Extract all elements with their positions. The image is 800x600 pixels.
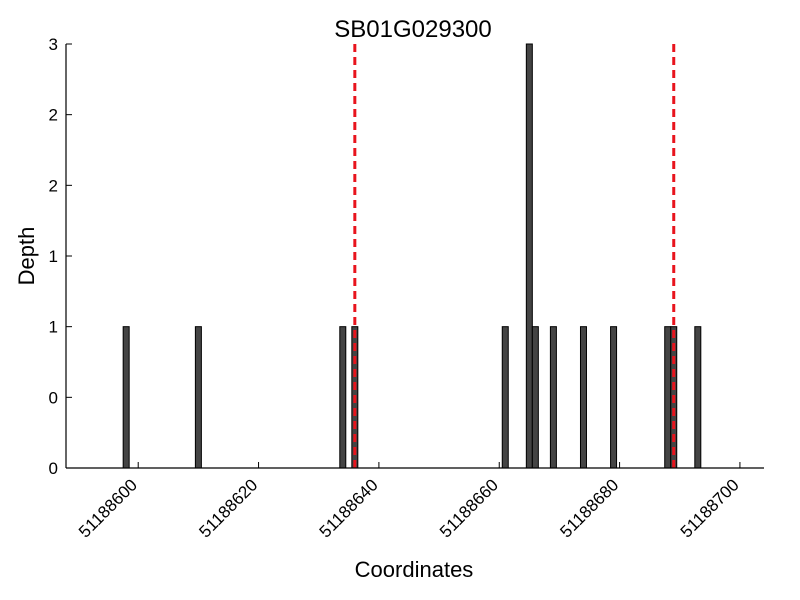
bar	[694, 326, 702, 469]
chart-title: SB01G029300	[334, 16, 491, 43]
y-tick-label: 0	[49, 459, 58, 478]
bars-group	[122, 43, 702, 469]
bar	[122, 326, 130, 469]
x-tick-label: 51188700	[677, 475, 743, 541]
y-tick-label: 3	[49, 35, 58, 54]
y-tick-label: 2	[49, 176, 58, 195]
bar	[610, 326, 618, 469]
bar	[339, 326, 347, 469]
reference-lines-group	[353, 44, 676, 468]
y-tick-label: 1	[49, 247, 58, 266]
bar	[579, 326, 587, 469]
y-ticks-group: 0 0 1 1 2 2 3	[49, 35, 72, 478]
y-tick-label: 2	[49, 106, 58, 125]
bar	[664, 326, 672, 469]
y-axis-label: Depth	[14, 227, 39, 286]
y-tick-label: 1	[49, 318, 58, 337]
x-tick-label: 51188640	[316, 475, 382, 541]
bar	[549, 326, 557, 469]
bar	[501, 326, 509, 469]
x-tick-label: 51188600	[75, 475, 141, 541]
y-tick-label: 0	[49, 388, 58, 407]
x-tick-label: 51188660	[436, 475, 502, 541]
x-tick-label: 51188680	[556, 475, 622, 541]
x-axis-label: Coordinates	[355, 557, 474, 582]
bar	[525, 43, 533, 469]
x-tick-label: 51188620	[195, 475, 261, 541]
x-ticks-group: 51188600 51188620 51188640 51188660 51188680…	[75, 462, 743, 541]
bar	[531, 326, 539, 469]
bar	[194, 326, 202, 469]
